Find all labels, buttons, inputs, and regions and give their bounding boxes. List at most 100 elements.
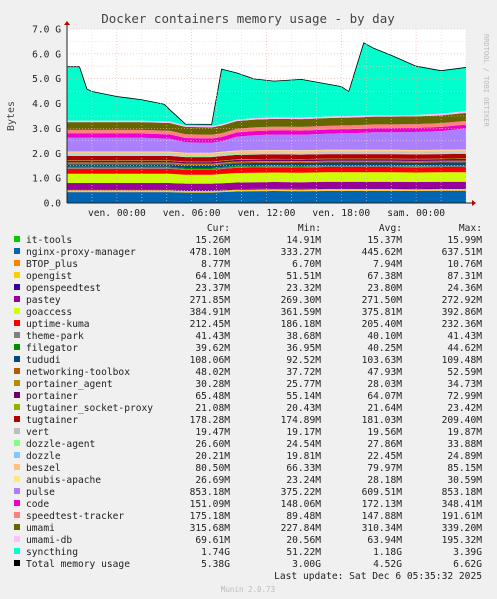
munin-footer: Munin 2.0.73 — [221, 585, 275, 594]
legend-avg: 15.37M — [367, 235, 402, 246]
legend-name: openspeedtest — [26, 283, 101, 294]
y-tick-label: 3.0 G — [32, 124, 61, 135]
legend-avg: 7.94M — [373, 259, 402, 270]
legend-min: 23.32M — [286, 283, 321, 294]
legend-max: 6.62G — [453, 559, 482, 570]
legend-cur: 21.08M — [195, 403, 230, 414]
legend-avg: 310.34M — [362, 523, 403, 534]
legend-row: code 151.09M 148.06M 172.13M 348.41M — [14, 499, 482, 510]
legend-name: opengist — [26, 271, 72, 282]
legend-row: portainer_agent 30.28M 25.77M 28.03M 34.73M — [14, 379, 482, 390]
legend-name: beszel — [26, 463, 61, 474]
legend-name: umami-db — [26, 535, 72, 546]
legend-cur: 5.38G — [201, 559, 230, 570]
legend-swatch — [14, 284, 20, 290]
legend-cur: 80.50M — [195, 463, 230, 474]
legend-min: 333.27M — [281, 247, 322, 258]
legend-max: 87.31M — [447, 271, 482, 282]
legend-max: 3.39G — [453, 547, 482, 558]
legend-min: 25.77M — [286, 379, 321, 390]
legend-min: 51.22M — [286, 547, 321, 558]
area-tugtainer_socket-proxy — [67, 158, 466, 163]
legend-min: 3.00G — [292, 559, 321, 570]
legend-avg: 4.52G — [373, 559, 402, 570]
legend-min: 361.59M — [281, 307, 322, 318]
legend-swatch — [14, 368, 20, 374]
legend-max: 19.87M — [447, 427, 482, 438]
legend-swatch — [14, 428, 20, 434]
x-axis: ven. 00:00 ven. 06:00 ven. 12:00 ven. 18:00… — [88, 208, 445, 219]
y-axis-arrow — [64, 21, 70, 25]
legend-name: uptime-kuma — [26, 319, 90, 330]
x-tick-label: ven. 00:00 — [88, 208, 146, 219]
legend-avg: 67.38M — [367, 271, 402, 282]
legend-max: 44.62M — [447, 343, 482, 354]
legend-row: speedtest-tracker 175.18M 89.48M 147.88M 191… — [14, 511, 482, 522]
y-tick-label: 6.0 G — [32, 49, 61, 60]
legend-max: 195.32M — [442, 535, 483, 546]
legend-swatch — [14, 452, 20, 458]
legend-avg: 1.18G — [373, 547, 402, 558]
legend-min: 89.48M — [286, 511, 321, 522]
legend-max: 232.36M — [442, 319, 483, 330]
y-axis: 0.0 1.0 G 2.0 G 3.0 G 4.0 G 5.0 G 6.0 G 7.0 G — [32, 25, 61, 210]
last-update: Last update: Sat Dec 6 05:35:32 2025 — [274, 571, 482, 582]
area-tududi — [67, 162, 466, 169]
legend-avg: 22.45M — [367, 451, 402, 462]
legend-row: tududi 108.06M 92.52M 103.63M 109.48M — [14, 355, 482, 366]
legend-name: speedtest-tracker — [26, 511, 124, 522]
legend-swatch — [14, 560, 20, 566]
legend-min: 20.43M — [286, 403, 321, 414]
legend-avg: 63.94M — [367, 535, 402, 546]
legend-row: syncthing 1.74G 51.22M 1.18G 3.39G — [14, 547, 482, 558]
legend-max: 637.51M — [442, 247, 483, 258]
legend-avg: 271.50M — [362, 295, 403, 306]
legend-name: dozzle-agent — [26, 439, 95, 450]
legend-cur: 69.61M — [195, 535, 230, 546]
x-tick-label: ven. 18:00 — [312, 208, 370, 219]
legend-max: 191.61M — [442, 511, 483, 522]
legend-swatch — [14, 356, 20, 362]
legend-row: openspeedtest 23.37M 23.32M 23.80M 24.36M — [14, 283, 482, 294]
legend-swatch — [14, 548, 20, 554]
legend-max: 33.88M — [447, 439, 482, 450]
legend-min: 55.14M — [286, 391, 321, 402]
y-tick-label: 2.0 G — [32, 149, 61, 160]
legend-cur: 853.18M — [190, 487, 231, 498]
legend-header: Avg: — [379, 223, 402, 234]
legend-row: pastey 271.85M 269.30M 271.50M 272.92M — [14, 295, 482, 306]
legend-avg: 181.03M — [362, 415, 403, 426]
legend-name: portainer_agent — [26, 379, 113, 390]
legend-cur: 26.69M — [195, 475, 230, 486]
legend-max: 10.76M — [447, 259, 482, 270]
legend-max: 85.15M — [447, 463, 482, 474]
legend-cur: 19.47M — [195, 427, 230, 438]
area-vert — [67, 153, 466, 158]
legend-cur: 315.68M — [190, 523, 231, 534]
legend-max: 72.99M — [447, 391, 482, 402]
legend-cur: 23.37M — [195, 283, 230, 294]
legend-row: umami 315.68M 227.84M 310.34M 339.20M — [14, 523, 482, 534]
legend-name: pulse — [26, 487, 55, 498]
legend-min: 14.91M — [286, 235, 321, 246]
legend-avg: 27.86M — [367, 439, 402, 450]
legend-avg: 28.18M — [367, 475, 402, 486]
legend-name: goaccess — [26, 307, 72, 318]
legend-row: anubis-apache 26.69M 23.24M 28.18M 30.59M — [14, 475, 482, 486]
legend-min: 37.72M — [286, 367, 321, 378]
legend-table: Cur: Min: Avg: Max: it-tools 15.26M 14.91M 15.3… — [14, 223, 482, 570]
legend-max: 272.92M — [442, 295, 483, 306]
legend-header: Cur: — [207, 223, 230, 234]
area-networking-toolbox — [67, 161, 466, 166]
legend-swatch — [14, 344, 20, 350]
legend-swatch — [14, 536, 20, 542]
legend-max: 24.89M — [447, 451, 482, 462]
y-tick-label: 4.0 G — [32, 99, 61, 110]
area-beszel — [67, 150, 466, 156]
y-tick-label: 5.0 G — [32, 74, 61, 85]
legend-row: tugtainer 178.28M 174.89M 181.03M 209.40M — [14, 415, 482, 426]
legend-max: 348.41M — [442, 499, 483, 510]
legend-row: filegator 39.62M 36.95M 40.25M 44.62M — [14, 343, 482, 354]
legend-cur: 478.10M — [190, 247, 231, 258]
legend-min: 19.17M — [286, 427, 321, 438]
